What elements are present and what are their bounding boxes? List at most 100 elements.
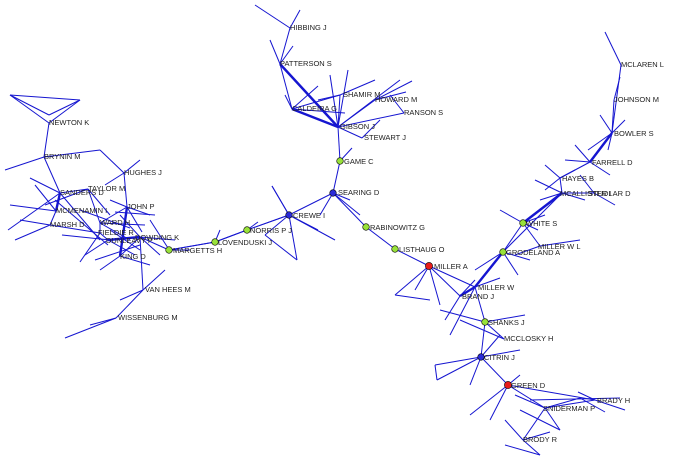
label-shanks: SHANKS J [488,318,525,327]
coauthor-edge [489,384,509,421]
coauthor-edge [474,251,504,271]
coauthor-edge [502,251,531,261]
tie-white-mcallister [522,192,563,224]
node-shanks[interactable] [481,318,489,326]
coauthor-edge [291,108,346,114]
coauthor-edge [539,239,581,247]
coauthor-edge [84,239,109,256]
label-grodeland: GRODELAND A [506,248,560,257]
tie-brynin-sanders [43,156,61,194]
coauthor-edge [544,177,561,191]
label-listhaug: LISTHAUG O [399,245,445,254]
tie-hibbing-patterson [279,27,291,65]
node-green[interactable] [504,381,512,389]
coauthor-edge [99,149,125,174]
coauthor-edge [504,419,524,441]
label-fieldie: FIELDIE R [98,228,134,237]
label-brody: BRODY R [523,435,558,444]
label-farrell: FARRELL D [592,158,633,167]
tie-john-ward [99,206,128,224]
label-newton: NEWTON K [49,118,89,127]
label-crewe: CREWE I [293,211,325,220]
coauthor-edge [469,384,509,416]
coauthor-edge [114,211,156,216]
coauthor-edge [284,94,293,110]
node-margetts[interactable] [165,246,173,254]
tie-crewe-norris [246,214,290,231]
label-hayes: HAYES B [562,174,594,183]
node-norris[interactable] [243,226,251,234]
coauthor-edge [139,236,176,241]
node-white[interactable] [519,219,527,227]
tie-millerw-shanks [474,286,486,323]
coauthor-edge [529,397,621,401]
coauthor-edge [561,192,586,201]
coauthor-edge [480,349,521,358]
tie-ranson-gibson [337,112,405,128]
node-listhaug[interactable] [391,245,399,253]
node-grodeland[interactable] [499,248,507,256]
node-rabinowitz[interactable] [362,223,370,231]
coauthor-edge [139,236,161,256]
coauthor-edge [87,188,111,216]
node-searing[interactable] [329,189,337,197]
label-green: GREEN D [511,381,546,390]
coauthor-edge [109,199,128,208]
coauthor-edge [126,206,143,233]
tie-newton-brynin [43,122,50,158]
label-king: KING D [120,252,146,261]
coauthor-edge [123,159,141,174]
tie-taylor-ward [87,188,101,224]
label-brady: BRADY H [597,396,630,405]
coauthor-edge [14,224,51,241]
coauthor-edge [319,192,334,216]
tie-game-searing [332,160,341,194]
tie-howard-gibson [337,99,376,128]
coauthor-edge [394,265,430,296]
tie-vanhees-wissenburg [115,289,144,319]
tie-gibson-game [337,126,341,162]
label-stewart: STEWART J [364,133,406,142]
coauthor-edge [104,172,125,186]
coauthor-edge [99,255,121,271]
coauthor-edge [288,214,336,241]
label-bowler: BOWLER S [614,129,654,138]
coauthor-edge [484,314,526,323]
tie-millera-millerw [428,265,476,288]
tie-searing-rabinowitz [332,192,367,228]
coauthor-edge [544,164,561,179]
coauthor-edge [279,45,294,65]
coauthor-edge [589,161,611,176]
node-lovenduski[interactable] [211,238,219,246]
coauthor-edge [611,119,626,134]
node-game[interactable] [336,157,344,165]
coauthor-edge [142,269,166,291]
label-mclaren: MCLAREN L [621,60,664,69]
coauthor-edge [444,295,461,321]
coauthor-edge [269,39,281,65]
coauthor-edge [94,244,141,261]
coauthor-edge [288,214,298,261]
tie-millerw-grodeland [474,251,504,288]
node-crewe[interactable] [285,211,293,219]
label-sniderman: SNIDERMAN P [543,404,595,413]
tie-millerw-brandj [459,285,476,298]
coauthor-edge [4,156,45,171]
coauthor-edge [514,394,546,409]
coauthor-edge [9,94,50,116]
label-brynin: BRYNIN M [44,152,81,161]
coauthor-edge [9,94,50,124]
label-lovenduski: LOVENDUSKI J [218,238,272,247]
coauthor-edge [119,289,144,301]
node-citrin[interactable] [477,353,485,361]
tie-patterson-caldeira [279,63,293,110]
coauthor-edge [7,192,61,231]
label-howard: HOWARD M [375,95,417,104]
tie-mcallister-grodeland [502,192,563,253]
coauthor-edge [337,69,349,128]
coauthor-edge [574,144,591,163]
label-hughes: HUGHES J [124,168,162,177]
coauthor-edge [48,99,81,124]
coauthor-edge [109,229,141,251]
node-millera[interactable] [425,262,433,270]
